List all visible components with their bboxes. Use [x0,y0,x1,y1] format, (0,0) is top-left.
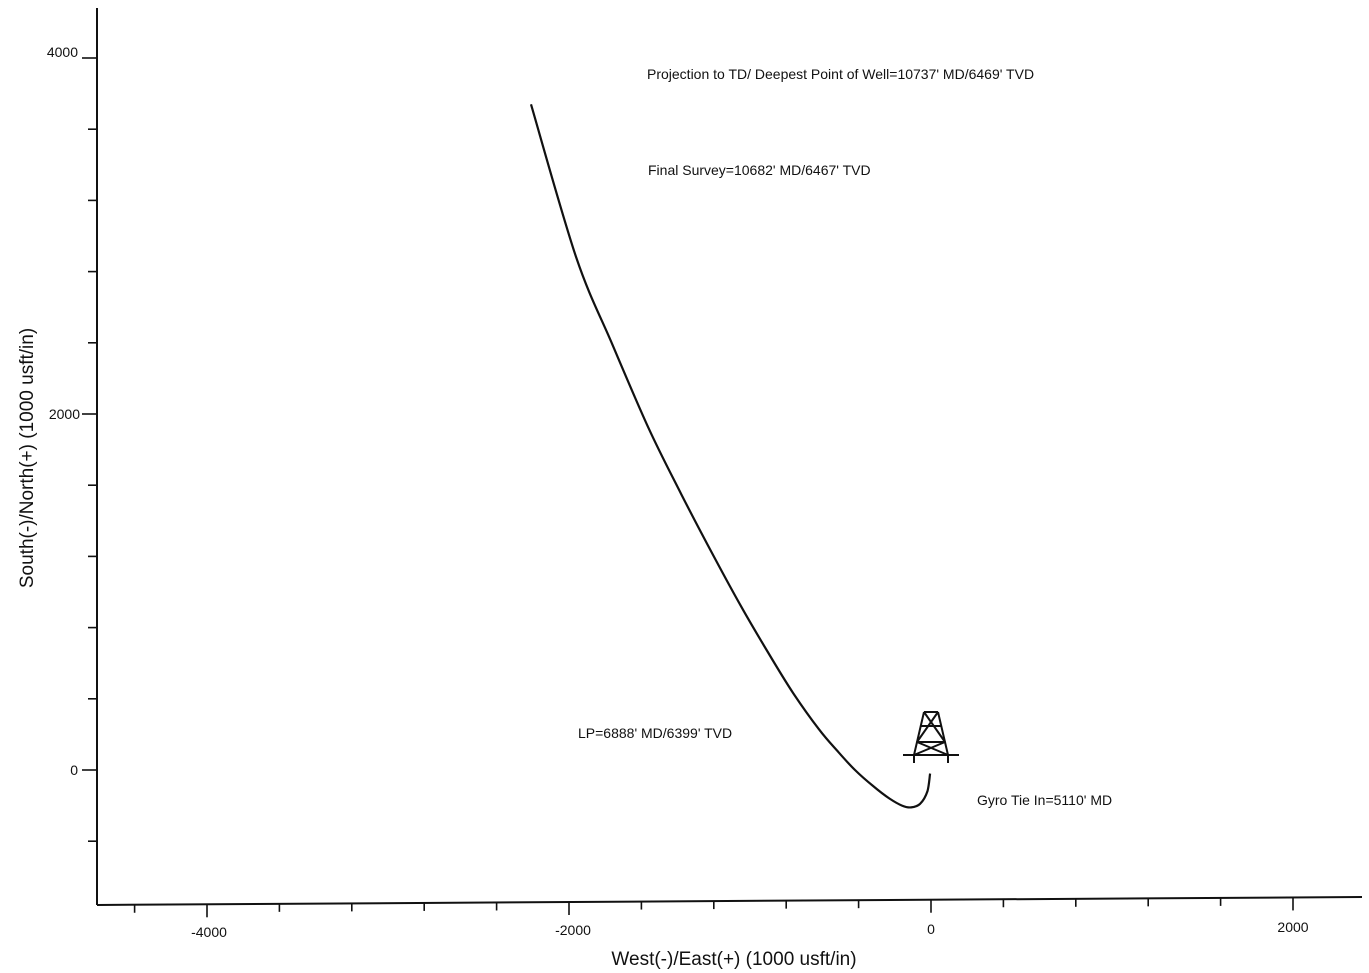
annotation-projection-td: Projection to TD/ Deepest Point of Well=… [647,66,1034,82]
x-tick-label: 0 [927,921,935,937]
annotation-final-survey: Final Survey=10682' MD/6467' TVD [648,162,871,178]
series [529,103,932,809]
well-path-line [529,103,932,809]
axes [96,8,1363,906]
annotations: Projection to TD/ Deepest Point of Well=… [578,66,1112,808]
x-tick-label: 2000 [1277,919,1308,935]
ticks [82,57,1294,918]
x-axis-title: West(-)/East(+) (1000 usft/in) [611,949,856,970]
x-axis-line [96,896,1363,906]
x-tick-label: -4000 [191,924,227,940]
y-tick-label: 2000 [49,406,80,422]
x-tick-label: -2000 [555,922,591,938]
tick-labels: -4000 -2000 0 2000 0 2000 4000 [47,44,1309,940]
annotation-lp: LP=6888' MD/6399' TVD [578,725,732,741]
annotation-gyro-tie-in: Gyro Tie In=5110' MD [977,792,1112,808]
rig-icon [903,711,959,763]
y-tick-label: 0 [70,762,78,778]
y-tick-label: 4000 [47,44,78,60]
y-axis-title: South(-)/North(+) (1000 usft/in) [17,328,38,588]
